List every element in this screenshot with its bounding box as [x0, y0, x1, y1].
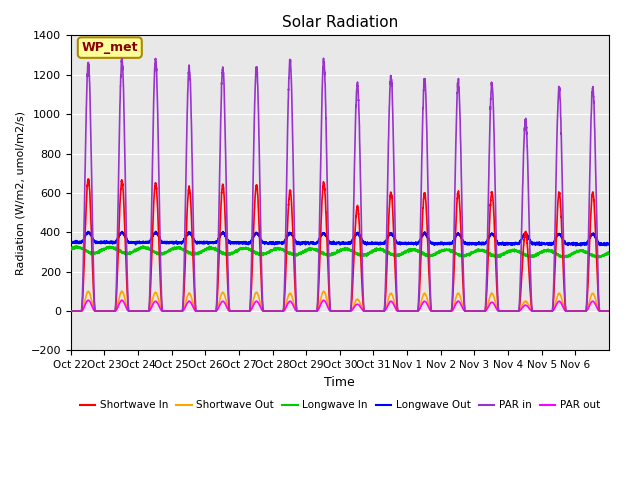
X-axis label: Time: Time	[324, 376, 355, 389]
Title: Solar Radiation: Solar Radiation	[282, 15, 398, 30]
Legend: Shortwave In, Shortwave Out, Longwave In, Longwave Out, PAR in, PAR out: Shortwave In, Shortwave Out, Longwave In…	[76, 396, 604, 415]
Y-axis label: Radiation (W/m2, umol/m2/s): Radiation (W/m2, umol/m2/s)	[15, 111, 25, 275]
Text: WP_met: WP_met	[81, 41, 138, 54]
